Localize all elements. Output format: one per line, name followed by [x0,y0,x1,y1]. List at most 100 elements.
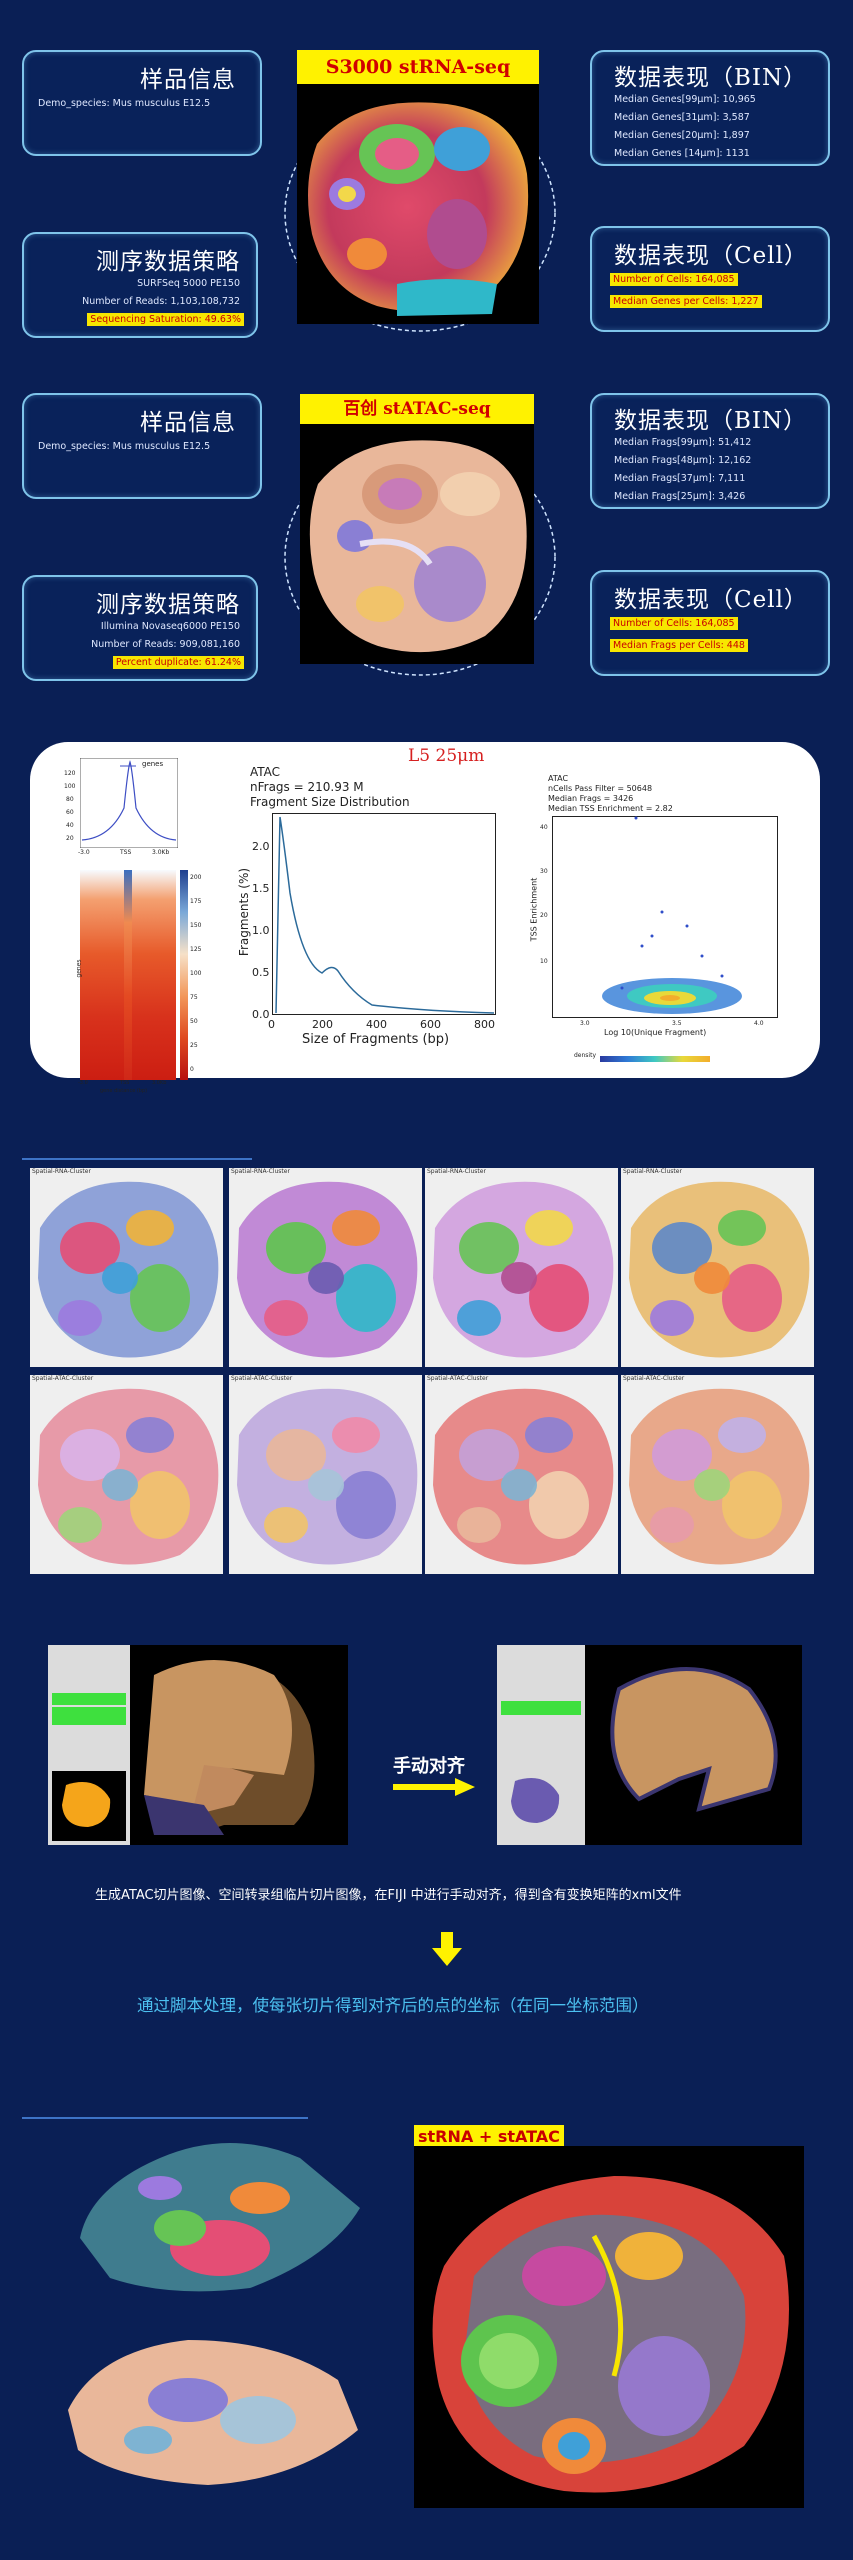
tss-xtick: 3.0Kb [152,849,170,856]
combined-label: stRNA + stATAC [414,2125,564,2148]
scatter-ytick: 10 [540,958,548,965]
atac-cluster-tile: Spatial-ATAC-Cluster [30,1375,223,1574]
tss-ytick: 60 [66,809,74,816]
cell-stats-bubble-1: 数据表现（Cell） Number of Cells: 164,085 Medi… [590,226,830,332]
atac-cluster-tile: Spatial-ATAC-Cluster [425,1375,618,1574]
scatter-info: ATAC [548,774,569,783]
cell-stats-title: 数据表现（Cell） [614,243,808,269]
frag-xlabel: Size of Fragments (bp) [302,1032,450,1047]
align-arrow-label: 手动对齐 [393,1756,465,1777]
frag-ylabel: Fragments (%) [237,867,252,957]
sample-info-bubble-1: 样品信息 Demo_species: Mus musculus E12.5 [22,50,262,156]
tss-xtick: TSS [120,849,132,856]
frag-ytick: 0.0 [252,1008,270,1021]
bin-stats-bubble-2: 数据表现（BIN） Median Frags[99μm]: 51,412 Med… [590,393,830,509]
seq-strategy-title: 测序数据策略 [96,592,240,618]
divider-line [22,2117,308,2119]
scatter-info: nCells Pass Filter = 50648 [548,784,653,793]
tile-label: Spatial-ATAC-Cluster [231,1375,293,1382]
seq-strategy-bubble-1: 测序数据策略 SURFSeq 5000 PE150 Number of Read… [22,232,258,338]
frags-line: Median Frags per Cells: 448 [610,639,748,652]
tile-label: Spatial-ATAC-Cluster [623,1375,685,1382]
banner-strna: S3000 stRNA-seq [297,50,539,84]
reads-line: Number of Reads: 909,081,160 [91,639,240,650]
bin-line-2: Median Frags[48μm]: 12,162 [614,455,752,466]
bin-stats-bubble-1: 数据表现（BIN） Median Genes[99μm]: 10,965 Med… [590,50,830,166]
atac-cluster-tile: Spatial-ATAC-Cluster [229,1375,422,1574]
sample-info-bubble-2: 样品信息 Demo_species: Mus musculus E12.5 [22,393,262,499]
tss-heatmap [80,870,176,1080]
bin-stats-title: 数据表现（BIN） [614,408,808,434]
frag-info: Fragment Size Distribution [250,795,410,809]
bin-line-1: Median Frags[99μm]: 51,412 [614,437,752,448]
colorbar-tick: 200 [190,874,202,881]
tss-ytick: 100 [64,783,76,790]
heatmap-xlabel: gene distance (bp) [100,1088,148,1094]
seq-strategy-bubble-2: 测序数据策略 Illumina Novaseq6000 PE150 Number… [22,575,258,681]
tile-label: Spatial-RNA-Cluster [427,1168,486,1175]
divider-line [22,1158,252,1160]
scatter-plot [552,816,778,1018]
banner-statac: 百创 stATAC-seq [300,394,534,424]
frag-xtick: 600 [420,1018,441,1031]
step2-text: 通过脚本处理，使每张切片得到对齐后的点的坐标（在同一坐标范围） [137,1996,649,2015]
frag-ytick: 1.5 [252,882,270,895]
combined-tissue-image [414,2146,804,2508]
tile-label: Spatial-ATAC-Cluster [32,1375,94,1382]
cell-stats-title: 数据表现（Cell） [614,587,808,613]
platform-line: SURFSeq 5000 PE150 [137,278,240,289]
tss-ytick: 80 [66,796,74,803]
species-line: Demo_species: Mus musculus E12.5 [38,441,211,452]
seq-strategy-title: 测序数据策略 [96,249,240,275]
colorbar-tick: 125 [190,946,202,953]
density-label: density [574,1052,596,1059]
rna-cluster-tile: Spatial-RNA-Cluster [30,1168,223,1367]
step1-text: 生成ATAC切片图像、空间转录组临片切片图像，在FIJI 中进行手动对齐，得到含… [95,1888,682,1903]
frag-ytick: 2.0 [252,840,270,853]
colorbar [180,870,188,1080]
frag-plot [272,813,496,1015]
rna-cluster-tile: Spatial-RNA-Cluster [425,1168,618,1367]
frag-info: ATAC [250,765,281,779]
platform-line: Illumina Novaseq6000 PE150 [100,621,240,632]
qc-header: L5 25μm [408,746,485,766]
scatter-ylabel: TSS Enrichment [529,877,539,942]
heatmap-xtick: TSS [120,1080,130,1086]
tss-xtick: -3.0 [78,849,90,856]
tile-label: Spatial-ATAC-Cluster [427,1375,489,1382]
tss-profile-plot: genes [79,757,179,849]
frag-xtick: 400 [366,1018,387,1031]
colorbar-tick: 25 [190,1042,198,1049]
heatmap-xtick: 3.0Kb [152,1080,167,1086]
species-line: Demo_species: Mus musculus E12.5 [38,98,211,109]
rna-cluster-tile: Spatial-RNA-Cluster [229,1168,422,1367]
colorbar-tick: 100 [190,970,202,977]
scatter-xlabel: Log 10(Unique Fragment) [604,1028,707,1037]
bin-line-4: Median Frags[25μm]: 3,426 [614,491,746,502]
tile-label: Spatial-RNA-Cluster [623,1168,682,1175]
bin-line-4: Median Genes [14μm]: 1131 [614,148,750,159]
tss-ytick: 120 [64,770,76,777]
colorbar-tick: 50 [190,1018,198,1025]
scatter-ytick: 30 [540,868,548,875]
frag-ytick: 1.0 [252,924,270,937]
tss-ytick: 20 [66,835,74,842]
tile-label: Spatial-RNA-Cluster [231,1168,290,1175]
colorbar-tick: 75 [190,994,198,1001]
frag-ytick: 0.5 [252,966,270,979]
tile-label: Spatial-RNA-Cluster [32,1168,91,1175]
atac-cluster-tile: Spatial-ATAC-Cluster [621,1375,814,1574]
down-arrow-icon [432,1932,462,1966]
heatmap-ylabel: genes [75,959,83,978]
cells-line: Number of Cells: 164,085 [610,617,738,630]
colorbar-tick: 0 [190,1066,194,1073]
scatter-info: Median Frags = 3426 [548,794,634,803]
tss-ytick: 40 [66,822,74,829]
sample-info-title: 样品信息 [140,410,236,436]
scatter-xtick: 4.0 [754,1020,764,1027]
frag-xtick: 200 [312,1018,333,1031]
frag-info: nFrags = 210.93 M [250,780,364,794]
tissue-tilted-atac [68,2340,358,2485]
bin-line-3: Median Frags[37μm]: 7,111 [614,473,746,484]
bin-stats-title: 数据表现（BIN） [614,65,808,91]
